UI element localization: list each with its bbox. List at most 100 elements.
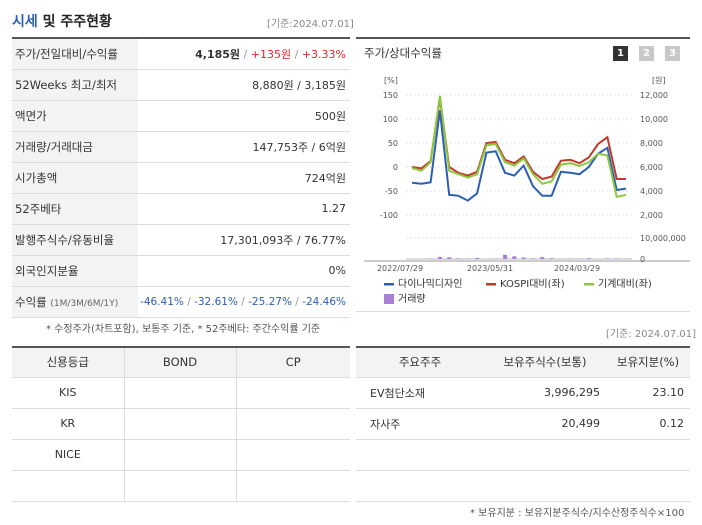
legend-label: 거래량 — [398, 293, 426, 305]
row-label: 외국인지분율 — [12, 255, 138, 287]
right-tick-label: 2,000 — [640, 211, 663, 220]
row-value: 500원 — [138, 100, 350, 132]
return-label: 수익률 — [15, 294, 47, 309]
row-value: 0% — [138, 255, 350, 287]
price-value: 4,185원 / +135원 / +3.33% — [138, 38, 350, 70]
row-label: 52주베타 — [12, 193, 138, 225]
volume-bar — [530, 258, 535, 259]
x-tick-label: 2023/05/31 — [467, 264, 513, 273]
row-label: 액면가 — [12, 100, 138, 132]
col-header-bond: BOND — [124, 347, 237, 378]
agency-cell: KR — [12, 408, 125, 440]
holder-name: 자사주 — [356, 408, 484, 440]
table-row: 52주베타 1.27 — [12, 193, 350, 225]
credit-rating-table: 신용등급 BOND CP KIS KR NICE — [12, 346, 350, 502]
volume-bar — [540, 257, 545, 259]
right-tick-label: 6,000 — [640, 163, 663, 172]
legend-label: 다이나믹디자인 — [398, 278, 462, 290]
right-tick-label: 4,000 — [640, 187, 663, 196]
chart-panel: 주가/상대수익률 1 2 3 150 12,000 100 10,000 50 8,000… — [356, 37, 690, 312]
legend-label: 기계대비(좌) — [598, 278, 652, 290]
table-header-row: 신용등급 BOND CP — [12, 347, 350, 378]
left-tick-label: -100 — [380, 211, 398, 220]
shareholders-table: 주요주주 보유주식수(보통) 보유지분(%) EV첨단소재 3,996,295 23… — [356, 346, 690, 502]
col-header-holder: 주요주주 — [356, 347, 484, 378]
reference-date: [기준:2024.07.01] — [267, 19, 354, 30]
table-row: KIS — [12, 377, 350, 409]
return-period-label: (1M/3M/6M/1Y) — [50, 298, 119, 309]
row-value: 17,301,093주 / 76.77% — [138, 224, 350, 256]
table-row: NICE — [12, 439, 350, 471]
table-row: 외국인지분율 0% — [12, 255, 350, 287]
holder-shares — [484, 470, 606, 502]
holder-footnote: * 보유지분 : 보유지분주식수/지수산정주식수×100 — [470, 508, 685, 519]
legend-label: KOSPI대비(좌) — [500, 278, 565, 290]
cp-cell — [236, 470, 350, 502]
table-row — [356, 470, 690, 502]
section-title-rest: 및 주주현황 — [37, 14, 112, 30]
volume-bar — [614, 258, 619, 259]
section-title-accent: 시세 — [12, 14, 38, 30]
left-tick-label: -50 — [385, 187, 398, 196]
bond-cell — [124, 439, 237, 471]
holder-shares: 3,996,295 — [484, 377, 606, 409]
table-row: 수익률 (1M/3M/6M/1Y) -46.41% / -32.61% / -2… — [12, 286, 350, 318]
period-button-3[interactable]: 3 — [665, 46, 680, 61]
right-tick-label: 10,000 — [640, 115, 668, 124]
row-label: 거래량/거래대금 — [12, 131, 138, 163]
col-header-cp: CP — [236, 347, 350, 378]
cp-cell — [236, 439, 350, 471]
period-button-1[interactable]: 1 — [613, 46, 628, 61]
current-price: 4,185원 — [195, 47, 241, 61]
period-button-2[interactable]: 2 — [639, 46, 654, 61]
table-row: 거래량/거래대금 147,753주 / 6억원 — [12, 131, 350, 163]
volume-bar — [447, 257, 452, 259]
price-chart: 150 12,000 100 10,000 50 8,000 0 6,000 -50 4,000 -… — [364, 76, 690, 305]
reference-date-right: [기준: 2024.07.01] — [606, 329, 697, 340]
holder-shares: 20,499 — [484, 408, 606, 440]
left-tick-label: 150 — [383, 91, 398, 100]
price-change: +135원 — [250, 47, 292, 61]
volume-bar — [465, 258, 470, 259]
right-tick-label: 8,000 — [640, 139, 663, 148]
price-change-rate: +3.33% — [301, 47, 346, 61]
volume-bar — [512, 256, 517, 259]
table-row: 발행주식수/유동비율 17,301,093주 / 76.77% — [12, 224, 350, 256]
volume-bar — [586, 258, 591, 259]
x-tick-label: 2024/03/29 — [554, 264, 600, 273]
holder-pct — [606, 439, 690, 471]
return-6m: -25.27% — [248, 295, 292, 308]
row-label: 발행주식수/유동비율 — [12, 224, 138, 256]
volume-bar — [503, 254, 508, 259]
volume-bar — [549, 258, 554, 259]
bond-cell — [124, 377, 237, 409]
series-line-2 — [411, 95, 627, 198]
x-tick-label: 2022/07/29 — [377, 264, 423, 273]
table-row — [356, 439, 690, 471]
chart-title: 주가/상대수익률 — [364, 46, 442, 60]
section-title: 시세 및 주주현황 — [12, 11, 112, 31]
row-label: 52Weeks 최고/최저 — [12, 69, 138, 101]
holder-pct: 23.10 — [606, 377, 690, 409]
row-value: 8,880원 / 3,185원 — [138, 69, 350, 101]
table-row: 주가/전일대비/수익률 4,185원 / +135원 / +3.33% — [12, 38, 350, 70]
row-label: 주가/전일대비/수익률 — [12, 38, 138, 70]
return-1m: -46.41% — [140, 295, 184, 308]
table-row: KR — [12, 408, 350, 440]
cp-cell — [236, 377, 350, 409]
col-header-pct: 보유지분(%) — [606, 347, 690, 378]
right-unit-label: [원] — [652, 76, 666, 85]
volume-bar — [475, 257, 480, 259]
holder-shares — [484, 439, 606, 471]
left-unit-label: [%] — [384, 76, 398, 85]
volume-bar — [437, 256, 442, 259]
volume-bar — [456, 258, 461, 259]
holder-name — [356, 470, 484, 502]
agency-cell — [12, 470, 125, 502]
holder-pct — [606, 470, 690, 502]
legend-swatch — [384, 283, 394, 286]
legend-swatch — [384, 294, 394, 304]
holder-name — [356, 439, 484, 471]
volume-bar — [521, 257, 526, 259]
return-values: -46.41% / -32.61% / -25.27% / -24.46% — [138, 286, 350, 318]
